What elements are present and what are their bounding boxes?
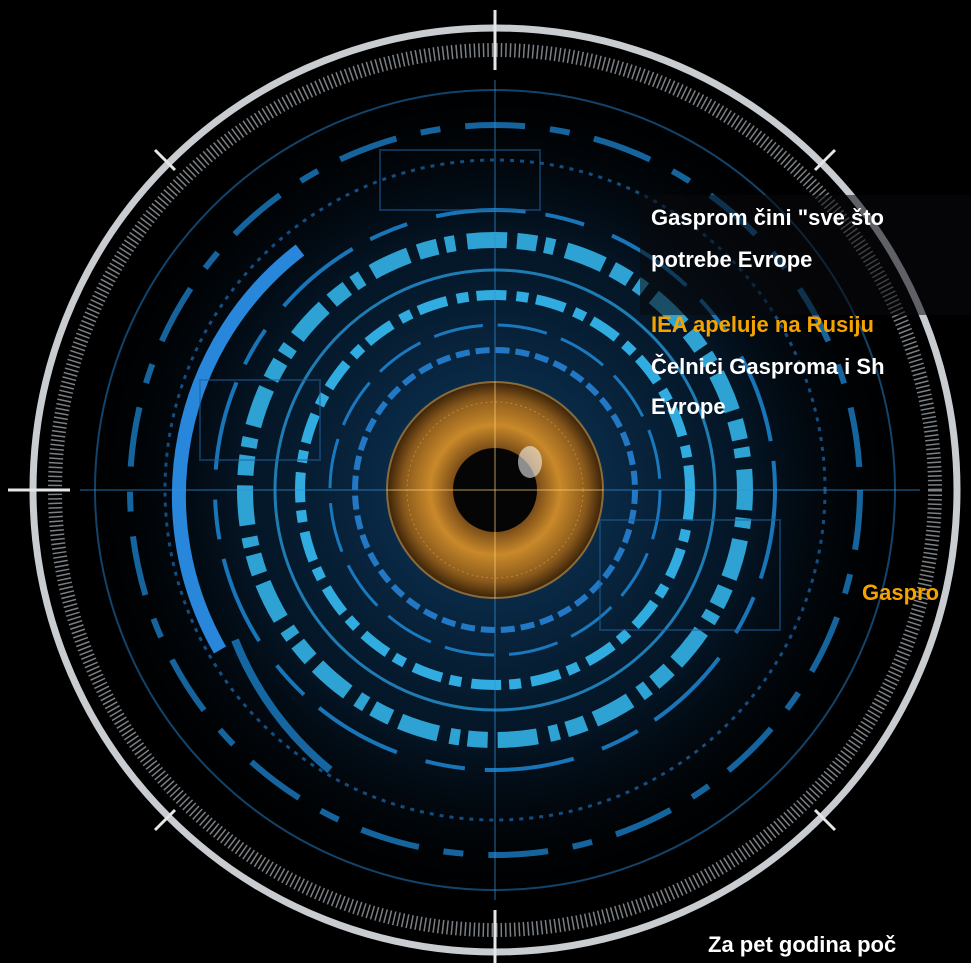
headline-3-line-1[interactable]: Čelnici Gasproma i Sh [651, 354, 885, 379]
headline-3-line-2[interactable]: Evrope [651, 394, 726, 419]
targeting-reticle-icon [80, 80, 920, 900]
headline-1-line-2[interactable]: potrebe Evrope [651, 247, 813, 272]
headline-4[interactable]: Gaspro [862, 580, 940, 605]
headline-1-line-1[interactable]: Gasprom čini "sve što [651, 205, 884, 230]
headline-5[interactable]: Za pet godina poč [708, 932, 897, 957]
eye-icon [386, 381, 604, 599]
headline-2[interactable]: IEA apeluje na Rusiju [651, 312, 874, 337]
outer-ring [8, 10, 961, 963]
headline-panel [640, 195, 971, 315]
